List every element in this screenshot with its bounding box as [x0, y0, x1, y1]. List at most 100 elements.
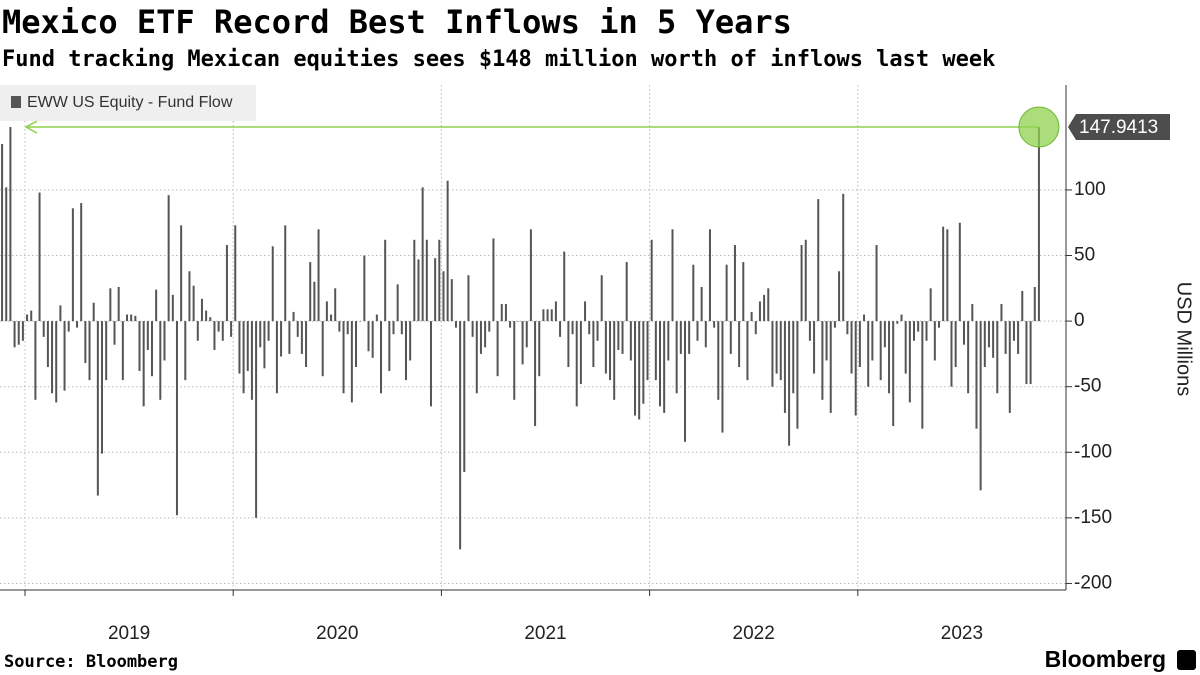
bar [259, 321, 262, 348]
bar [609, 321, 612, 381]
bar [775, 321, 778, 374]
bar [592, 321, 595, 368]
y-tick-label: -200 [1074, 572, 1112, 593]
bar [296, 321, 299, 337]
bar [271, 246, 274, 322]
bar [675, 321, 678, 394]
bar [392, 321, 395, 335]
bar [808, 321, 811, 341]
bar [159, 321, 162, 400]
bar [1021, 290, 1024, 322]
bar [67, 321, 70, 332]
bar [634, 321, 637, 416]
bar [925, 321, 928, 341]
bar [663, 321, 666, 413]
bar [417, 259, 420, 322]
bar [342, 321, 345, 394]
bar [5, 187, 8, 322]
bar [871, 321, 874, 361]
bar [96, 321, 99, 496]
bar [554, 301, 557, 322]
bar [1037, 127, 1040, 322]
bar [758, 301, 761, 322]
bar [284, 225, 287, 322]
bar [413, 239, 416, 322]
bar [713, 321, 716, 328]
bar [217, 321, 220, 332]
bar [171, 294, 174, 322]
bar [80, 203, 83, 322]
bar [1000, 304, 1003, 322]
bar [579, 321, 582, 385]
bar [34, 321, 37, 400]
bar [275, 321, 278, 394]
bar [992, 321, 995, 358]
bar [42, 321, 45, 337]
bar [646, 321, 649, 381]
bar [300, 321, 303, 354]
bar [105, 321, 108, 381]
bar [175, 321, 178, 516]
bar [838, 271, 841, 322]
bar [779, 321, 782, 381]
bar [1004, 321, 1007, 354]
legend-box [0, 85, 256, 121]
bar [146, 321, 149, 350]
bar [463, 321, 466, 472]
bar [542, 309, 545, 322]
bar [113, 321, 116, 345]
bar [696, 321, 699, 341]
bar [559, 321, 562, 337]
bar [138, 321, 141, 371]
bar [421, 187, 424, 322]
bar [38, 192, 41, 322]
bar [825, 321, 828, 361]
bar [76, 321, 79, 328]
x-tick-label: 2023 [941, 623, 983, 644]
bar [321, 321, 324, 377]
bar [409, 321, 412, 361]
bar [167, 195, 170, 322]
bar [500, 304, 503, 322]
bar [917, 321, 920, 332]
y-tick-label: -150 [1074, 507, 1112, 528]
bar [88, 321, 91, 381]
bar [863, 314, 866, 322]
bar [313, 281, 316, 322]
bar [196, 321, 199, 341]
bar [130, 314, 133, 322]
bar [488, 321, 491, 332]
bar [134, 315, 137, 322]
bar [380, 321, 383, 394]
bar [180, 225, 183, 322]
bar [309, 262, 312, 322]
bar [163, 321, 166, 361]
bar [363, 255, 366, 322]
bar [987, 321, 990, 348]
chart-subtitle: Fund tracking Mexican equities sees $148… [2, 47, 995, 72]
bar [504, 304, 507, 322]
bar [471, 321, 474, 337]
x-tick-label: 2019 [108, 623, 150, 644]
bar [330, 314, 333, 322]
bar [763, 294, 766, 322]
bar [213, 321, 216, 350]
bar [1033, 287, 1036, 322]
bar [325, 301, 328, 322]
highlight-arrow [24, 120, 38, 134]
legend-swatch [11, 96, 21, 108]
bar [459, 321, 462, 550]
bar [571, 321, 574, 335]
bar [725, 264, 728, 322]
bar [588, 321, 591, 335]
bar [771, 321, 774, 387]
bar [546, 309, 549, 322]
bar [804, 239, 807, 322]
bar [975, 321, 978, 429]
bar [534, 321, 537, 427]
bar [625, 262, 628, 322]
bar [700, 287, 703, 322]
bar [250, 321, 253, 400]
bar [71, 208, 74, 322]
bar [1029, 321, 1032, 385]
